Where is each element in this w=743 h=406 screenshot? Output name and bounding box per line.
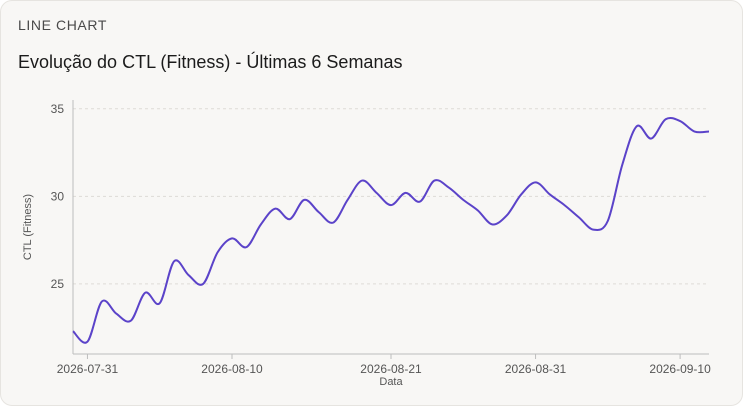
chart-title: Evolução do CTL (Fitness) - Últimas 6 Se… [18,52,403,72]
y-tick-label: 35 [51,102,65,116]
x-tick-label: 2026-08-10 [201,362,263,376]
y-tick-label: 25 [51,277,65,291]
y-tick-label: 30 [51,189,65,203]
series-line [72,117,710,344]
x-axis-ticks: 2026-07-31 2026-08-10 2026-08-21 2026-08-31… [57,354,711,376]
x-tick-label: 2026-09-10 [649,362,711,376]
y-axis-title: CTL (Fitness) [22,194,34,260]
x-tick-label: 2026-07-31 [57,362,119,376]
x-axis-title: Data [379,376,403,388]
grid-lines [73,108,709,285]
x-tick-label: 2026-08-31 [505,362,567,376]
x-tick-label: 2026-08-21 [360,362,422,376]
y-axis-ticks: 25 30 35 [51,102,65,291]
chart-type-label: LINE CHART [18,17,107,33]
